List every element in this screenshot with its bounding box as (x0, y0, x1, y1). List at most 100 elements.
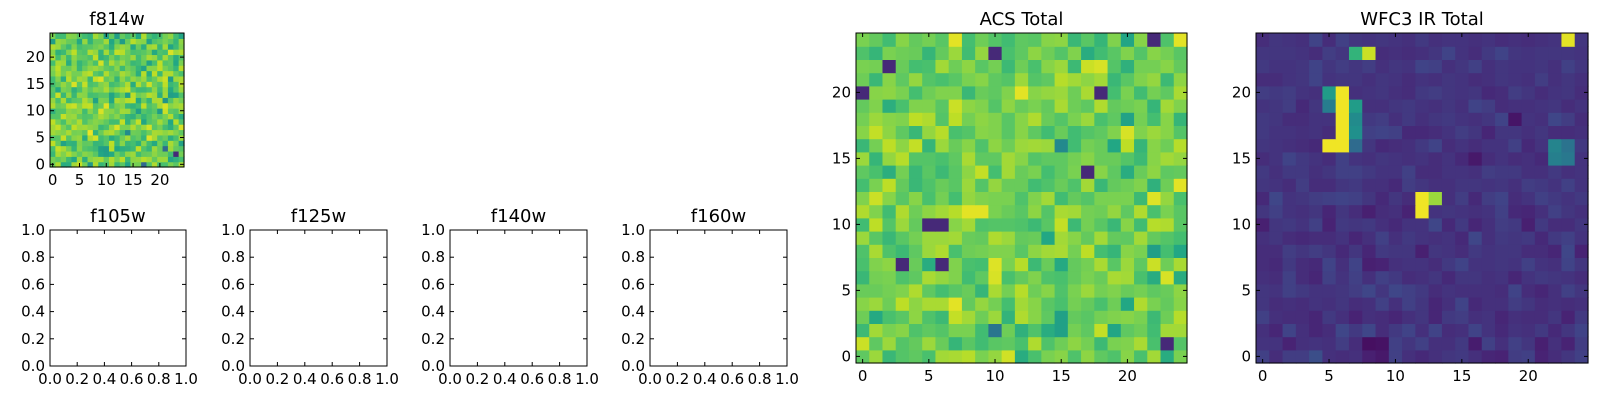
heatmap-cell (66, 113, 73, 120)
heatmap-cell (82, 38, 89, 45)
heatmap-cell (157, 150, 164, 157)
heatmap-cell (1094, 33, 1109, 47)
heatmap-cell (1375, 336, 1390, 351)
heatmap-cell (1120, 349, 1135, 364)
heatmap-cell (82, 134, 89, 141)
heatmap-cell (961, 270, 976, 285)
heatmap-cell (130, 124, 137, 131)
heatmap-cell (922, 191, 937, 206)
heatmap-cell (1295, 217, 1310, 232)
heatmap-cell (1495, 191, 1509, 206)
heatmap-cell (1081, 178, 1095, 192)
heatmap-cell (1455, 257, 1470, 272)
heatmap-cell (1534, 125, 1549, 140)
heatmap-cell (1388, 125, 1403, 140)
heatmap-cell (1094, 165, 1109, 179)
heatmap-cell (1561, 217, 1576, 232)
heatmap-cell (1428, 33, 1443, 47)
heatmap-cell (92, 49, 99, 56)
heatmap-cell (1441, 165, 1456, 179)
heatmap-cell (1107, 310, 1122, 324)
heatmap-cell (173, 134, 180, 141)
heatmap-cell (92, 156, 99, 163)
heatmap-cell (1309, 310, 1323, 324)
heatmap-cell (908, 217, 923, 232)
heatmap-cell (98, 54, 105, 61)
heatmap-cell (1094, 59, 1109, 74)
panel-title: ACS Total (980, 9, 1064, 30)
heatmap-cell (1375, 283, 1390, 298)
heatmap-cell (1001, 244, 1016, 258)
heatmap-cell (1508, 178, 1523, 192)
heatmap-cell (1081, 336, 1095, 351)
heatmap-cell (1574, 33, 1589, 47)
heatmap-cell (125, 38, 131, 45)
heatmap-cell (108, 156, 115, 163)
heatmap-cell (1362, 99, 1377, 113)
heatmap-cell (1375, 138, 1390, 153)
panel-title: f160w (691, 206, 746, 227)
heatmap-cell (1455, 138, 1470, 153)
heatmap-cell (1428, 125, 1443, 140)
x-tick-label: 0 (48, 171, 58, 189)
heatmap-cell (1521, 85, 1536, 100)
heatmap-cell (882, 336, 897, 351)
heatmap-cell (114, 86, 121, 93)
heatmap-cell (157, 43, 164, 50)
heatmap-cell (141, 33, 148, 39)
heatmap-cell (1147, 99, 1162, 113)
heatmap-cell (1309, 112, 1323, 126)
heatmap-cell (1147, 323, 1162, 338)
heatmap-cell (141, 140, 148, 147)
heatmap-cell (1508, 231, 1523, 245)
heatmap-cell (1495, 125, 1509, 140)
heatmap-cell (135, 33, 142, 39)
heatmap-cell (1094, 270, 1109, 285)
heatmap-cell (1335, 99, 1350, 113)
heatmap-cell (895, 231, 910, 245)
heatmap-cell (1322, 72, 1337, 87)
heatmap-cell (961, 244, 976, 258)
heatmap-cell (1028, 257, 1042, 272)
heatmap-cell (167, 134, 174, 141)
heatmap-cell (1160, 112, 1175, 126)
heatmap-cell (141, 43, 148, 50)
x-tick-label: 0.6 (320, 370, 344, 388)
heatmap-cell (1120, 151, 1135, 166)
heatmap-cell (1067, 72, 1082, 87)
heatmap-cell (1495, 323, 1509, 338)
heatmap-cell (948, 191, 963, 206)
heatmap-cell (1468, 46, 1483, 60)
heatmap-cell (173, 43, 180, 50)
heatmap-cell (135, 156, 142, 163)
heatmap-cell (1107, 204, 1122, 219)
heatmap-cell (1322, 231, 1337, 245)
heatmap-cell (1028, 85, 1042, 100)
heatmap-cell (146, 102, 153, 109)
heatmap-cell (1094, 99, 1109, 113)
heatmap-cell (1014, 244, 1029, 258)
x-tick-label: 1.0 (375, 370, 399, 388)
heatmap-cell (157, 140, 164, 147)
heatmap-cell (82, 43, 89, 50)
heatmap-cell (908, 297, 923, 311)
heatmap-cell (1028, 125, 1042, 140)
heatmap-cell (1282, 231, 1297, 245)
heatmap-cell (1309, 72, 1323, 87)
heatmap-cell (1054, 33, 1069, 47)
heatmap-cell (922, 217, 937, 232)
heatmap-cell (141, 54, 148, 61)
heatmap-cell (82, 81, 89, 88)
heatmap-cell (1335, 323, 1350, 338)
heatmap-cell (1120, 33, 1135, 47)
heatmap-cell (1415, 231, 1430, 245)
heatmap-cell (173, 91, 180, 98)
heatmap-cell (1548, 310, 1563, 324)
heatmap-cell (1521, 336, 1536, 351)
heatmap-cell (119, 140, 126, 147)
heatmap-cell (1081, 270, 1095, 285)
heatmap-cell (1256, 257, 1270, 272)
heatmap-cell (908, 204, 923, 219)
heatmap-cell (1348, 112, 1363, 126)
heatmap-cell (1415, 217, 1430, 232)
